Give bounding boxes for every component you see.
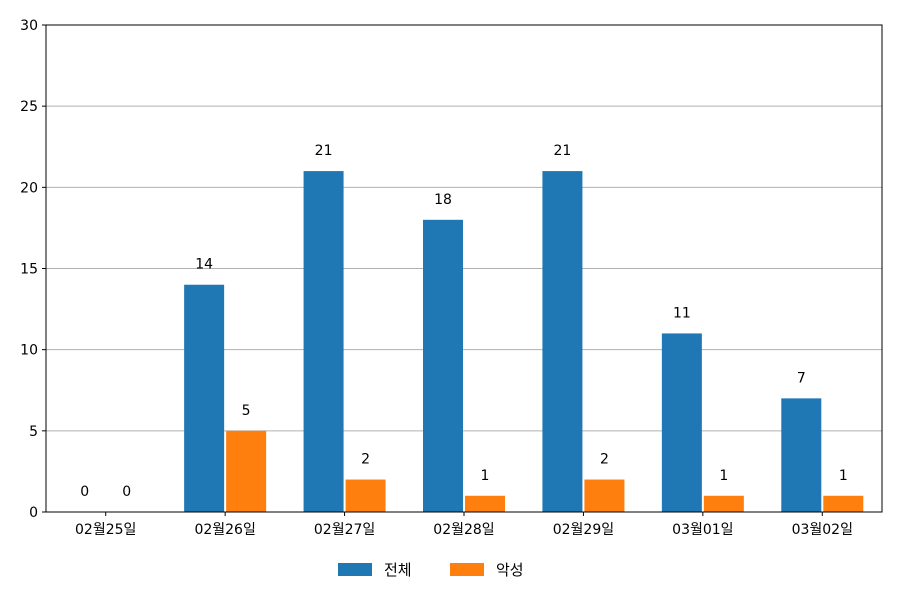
bar-total: [542, 171, 583, 512]
legend-label: 전체: [384, 561, 412, 579]
data-label: 2: [600, 452, 609, 468]
legend-swatch: [450, 563, 484, 576]
bar-total: [781, 398, 822, 512]
data-label: 21: [315, 143, 333, 159]
bar-total: [303, 171, 344, 512]
y-tick-label: 25: [20, 99, 38, 115]
legend-swatch: [338, 563, 372, 576]
data-label: 1: [481, 468, 490, 484]
data-label: 21: [554, 143, 572, 159]
bar-total: [184, 284, 225, 512]
data-label: 18: [434, 192, 452, 208]
bar-malicious: [823, 495, 864, 512]
x-tick-label: 02월28일: [433, 522, 494, 538]
data-label: 0: [122, 484, 131, 500]
data-label: 2: [361, 452, 370, 468]
grid-lines: [46, 105, 882, 432]
data-label: 7: [797, 370, 806, 386]
data-label: 0: [80, 484, 89, 500]
y-tick-label: 15: [20, 262, 38, 278]
x-tick-label: 03월01일: [672, 522, 733, 538]
legend-label: 악성: [496, 561, 524, 579]
y-tick-label: 5: [29, 424, 38, 440]
bar-total: [423, 219, 463, 513]
data-label: 14: [195, 257, 213, 273]
data-label: 11: [673, 305, 691, 321]
y-tick-label: 30: [20, 18, 38, 34]
bar-malicious: [345, 479, 386, 512]
x-tick-label: 03월02일: [792, 522, 853, 538]
bar-malicious: [703, 495, 744, 512]
data-label: 1: [839, 468, 848, 484]
data-label: 5: [242, 403, 251, 419]
legend: 전체 악성: [338, 561, 524, 579]
x-tick-label: 02월29일: [553, 522, 614, 538]
y-tick-label: 10: [20, 343, 38, 359]
x-axis: 02월25일 02월26일 02월27일 02월28일 02월29일 03월01일 03월0…: [75, 512, 853, 538]
bar-malicious: [465, 495, 505, 512]
y-tick-label: 20: [20, 180, 38, 196]
x-tick-label: 02월25일: [75, 522, 136, 538]
bars: [184, 171, 864, 513]
data-label: 1: [719, 468, 728, 484]
x-tick-label: 02월27일: [314, 522, 375, 538]
y-tick-label: 0: [29, 505, 38, 521]
y-axis: 0 5 10 15 20 25 30: [20, 18, 46, 521]
x-tick-label: 02월26일: [194, 522, 255, 538]
bar-malicious: [584, 479, 625, 512]
bar-total: [661, 333, 702, 512]
bar-malicious: [226, 430, 267, 512]
